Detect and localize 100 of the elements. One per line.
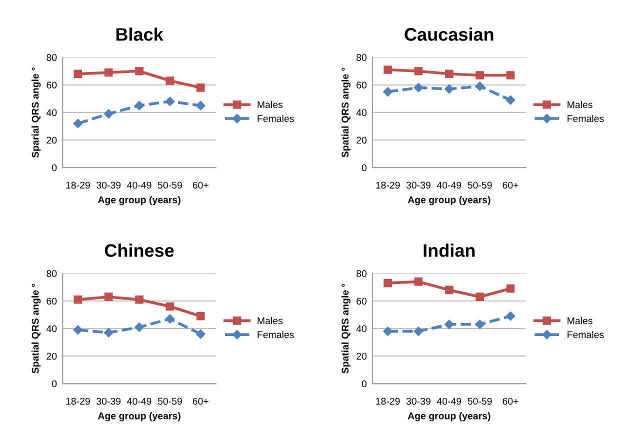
point: [135, 295, 144, 304]
point: [475, 82, 484, 91]
point: [74, 295, 82, 304]
chart-title: Chinese: [104, 244, 174, 257]
point: [444, 286, 454, 294]
x-tick-label: 30-39: [406, 398, 430, 405]
point: [383, 326, 392, 336]
y-tick-label: 0: [52, 164, 57, 172]
point: [74, 70, 82, 78]
x-axis-title: Age group (years): [408, 196, 490, 206]
point: [383, 87, 392, 96]
point: [165, 314, 175, 324]
point: [73, 325, 83, 335]
y-tick-label: 0: [362, 164, 367, 172]
y-tick-label: 20: [356, 136, 367, 144]
point: [196, 312, 205, 320]
point: [384, 66, 392, 74]
x-tick-label: 50-59: [158, 398, 182, 405]
chart-title: Indian: [424, 244, 475, 257]
y-axis-title: Spatial QRS angle °: [341, 68, 351, 158]
point: [104, 109, 114, 118]
point: [196, 83, 205, 92]
y-tick-label: 40: [356, 109, 367, 116]
y-axis-title: Sparial QRS angle °: [32, 67, 41, 158]
point: [506, 71, 515, 80]
point: [73, 118, 83, 128]
x-tick-label: 60+: [502, 398, 518, 405]
x-tick-label: 50-59: [158, 182, 182, 189]
point: [104, 292, 113, 302]
y-tick-label: 40: [46, 109, 57, 116]
x-tick-label: 60+: [502, 182, 518, 189]
x-tick-label: 18-29: [376, 398, 400, 405]
point: [476, 292, 484, 302]
legend-label: Males: [258, 100, 283, 108]
y-tick-label: 20: [356, 352, 367, 360]
x-tick-label: 18-29: [66, 398, 90, 405]
point: [506, 95, 516, 105]
point: [506, 284, 515, 293]
point: [384, 278, 392, 288]
x-tick-label: 40-49: [436, 182, 462, 189]
y-axis-title: Spatial QRS angle °: [341, 284, 351, 374]
x-axis-title: Age group (years): [98, 412, 180, 422]
y-tick-label: 60: [46, 82, 57, 89]
x-tick-label: 18-29: [66, 182, 90, 189]
x-tick-label: 18-29: [376, 182, 400, 189]
chart-title: Caucasian: [404, 28, 494, 41]
legend-label: Females: [568, 330, 604, 338]
legend-label: Males: [258, 317, 283, 324]
point: [196, 329, 206, 339]
x-axis-title: Age group (years): [408, 412, 490, 422]
point: [414, 83, 424, 92]
y-tick-label: 80: [356, 54, 367, 61]
x-tick-label: 40-49: [436, 398, 462, 405]
point: [104, 68, 113, 77]
x-tick-label: 40-49: [127, 398, 152, 405]
y-tick-label: 20: [46, 136, 57, 144]
y-tick-label: 40: [46, 325, 57, 332]
y-tick-label: 80: [46, 270, 57, 278]
point: [166, 302, 174, 311]
x-tick-label: 40-49: [127, 182, 152, 189]
y-tick-label: 80: [356, 270, 367, 278]
y-tick-label: 0: [362, 380, 367, 388]
y-tick-label: 60: [356, 82, 367, 89]
x-tick-label: 50-59: [468, 398, 492, 405]
point: [104, 328, 114, 338]
y-tick-label: 60: [356, 298, 367, 305]
x-tick-label: 60+: [192, 182, 208, 189]
point: [134, 322, 144, 332]
point: [444, 70, 454, 78]
y-tick-label: 60: [46, 298, 57, 305]
y-tick-label: 20: [46, 352, 57, 360]
y-tick-label: 80: [46, 54, 57, 61]
point: [475, 320, 484, 330]
x-tick-label: 30-39: [96, 182, 121, 189]
point: [134, 100, 144, 110]
y-tick-label: 0: [52, 380, 57, 388]
point: [166, 76, 174, 85]
x-tick-label: 60+: [192, 398, 208, 405]
point: [414, 326, 424, 336]
legend-label: Females: [258, 114, 294, 122]
point: [476, 71, 484, 80]
y-tick-label: 40: [356, 325, 367, 332]
legend-label: Females: [258, 330, 294, 338]
point: [165, 96, 175, 106]
x-tick-label: 30-39: [406, 182, 430, 189]
x-tick-label: 30-39: [96, 398, 121, 405]
legend-label: Males: [568, 100, 592, 108]
point: [135, 66, 144, 76]
chart-title: Black: [116, 28, 164, 41]
x-tick-label: 50-59: [468, 182, 492, 189]
x-axis-title: Age group (years): [98, 196, 180, 206]
point: [414, 66, 423, 76]
legend-label: Females: [568, 114, 604, 122]
point: [444, 320, 454, 330]
point: [414, 278, 423, 286]
legend-label: Males: [568, 317, 592, 324]
point: [444, 84, 454, 94]
y-axis-title: Spatial QRS angle °: [32, 284, 41, 374]
point: [506, 312, 516, 321]
point: [196, 100, 206, 110]
